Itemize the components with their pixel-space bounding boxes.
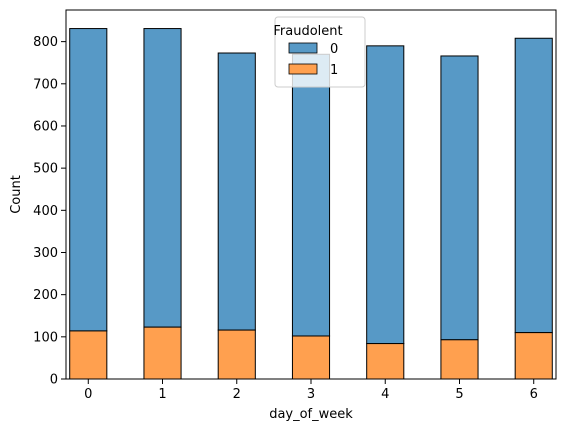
bar-series-0-day-4: [367, 46, 404, 344]
legend-label-0: 0: [330, 42, 338, 57]
y-tick-label: 300: [33, 246, 58, 261]
bar-series-1-day-1: [144, 327, 181, 379]
y-tick-label: 800: [33, 35, 58, 50]
legend-swatch-1: [289, 64, 317, 74]
bar-series-0-day-1: [144, 29, 181, 328]
legend-swatch-0: [289, 43, 317, 53]
x-tick-label: 6: [530, 387, 538, 402]
bar-series-1-day-6: [515, 333, 552, 379]
y-tick-label: 400: [33, 204, 58, 219]
bar-series-0-day-0: [70, 29, 107, 331]
y-axis-label: Count: [9, 175, 24, 214]
bar-series-0-day-2: [218, 53, 255, 330]
x-tick-label: 4: [381, 387, 389, 402]
bar-series-1-day-5: [441, 340, 478, 379]
bar-series-1-day-0: [70, 331, 107, 379]
x-tick-label: 1: [158, 387, 166, 402]
y-tick-label: 500: [33, 162, 58, 177]
x-tick-label: 0: [84, 387, 92, 402]
y-tick-label: 0: [50, 373, 58, 388]
legend-title: Fraudolent: [273, 24, 342, 39]
bar-series-1-day-2: [218, 330, 255, 379]
bar-series-0-day-3: [292, 54, 329, 336]
bar-series-1-day-4: [367, 344, 404, 379]
bar-series-0-day-5: [441, 56, 478, 340]
bar-series-0-day-6: [515, 38, 552, 332]
bar-series-1-day-3: [292, 336, 329, 379]
y-tick-label: 700: [33, 77, 58, 92]
legend-label-1: 1: [330, 63, 338, 78]
y-tick-label: 100: [33, 330, 58, 345]
legend: Fraudolent 0 1: [273, 17, 365, 87]
x-tick-label: 5: [455, 387, 463, 402]
x-tick-label: 2: [233, 387, 241, 402]
x-axis-label: day_of_week: [269, 407, 353, 422]
x-tick-label: 3: [307, 387, 315, 402]
y-tick-label: 200: [33, 288, 58, 303]
y-tick-label: 600: [33, 119, 58, 134]
